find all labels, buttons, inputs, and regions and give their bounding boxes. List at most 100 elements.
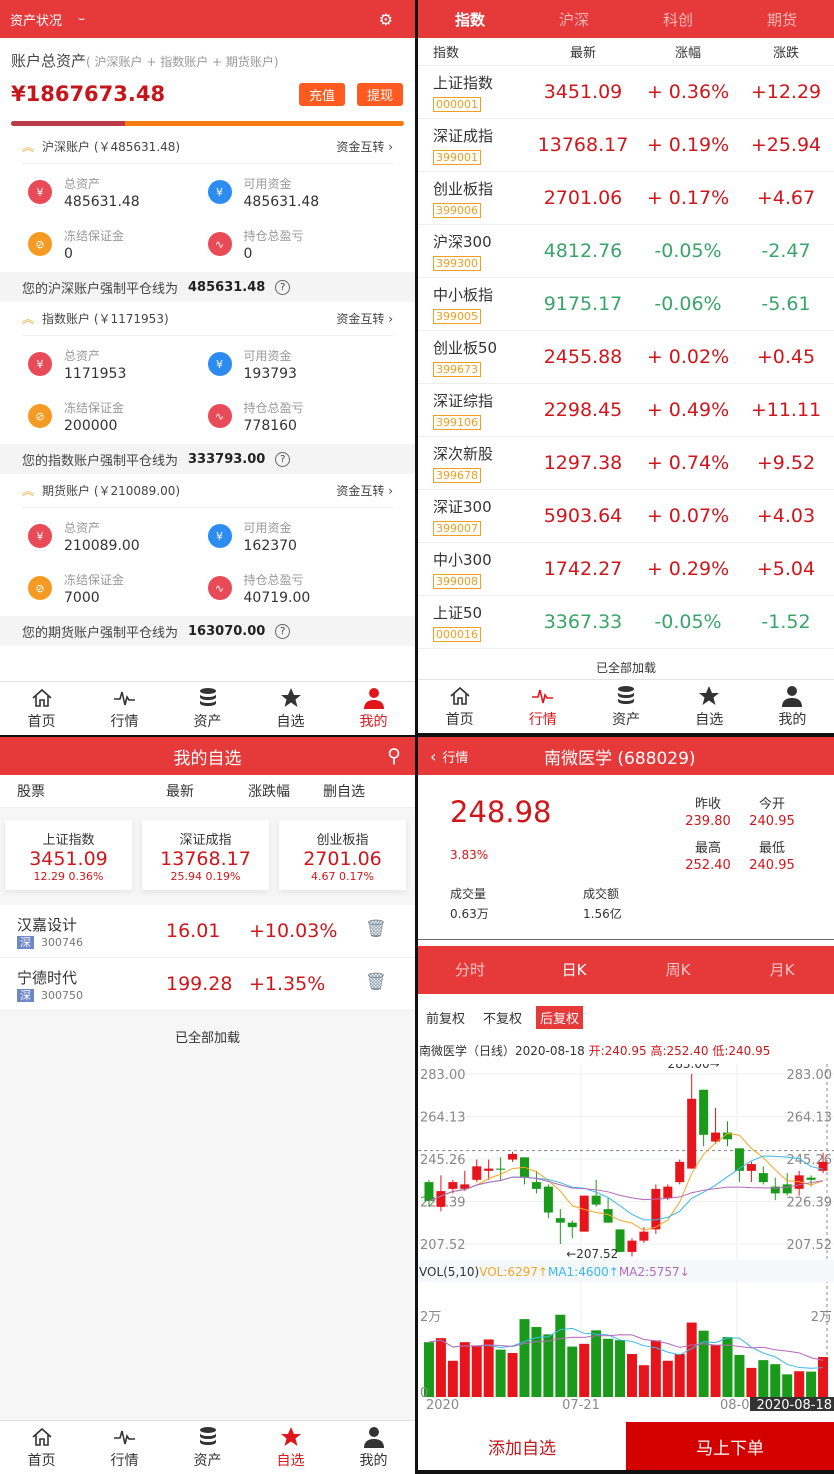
search-icon[interactable]: ⚲: [387, 745, 401, 767]
tab-label: 首页: [27, 714, 56, 730]
column-header[interactable]: 涨幅: [674, 46, 701, 61]
market-tab[interactable]: 指数: [454, 11, 485, 29]
stat-total: ¥ 总资产 1171953: [28, 342, 208, 386]
index-row[interactable]: 沪深300 399300 4812.76 -0.05% -2.47: [418, 225, 834, 278]
index-row[interactable]: 创业板指 399006 2701.06 + 0.17% +4.67: [418, 172, 834, 225]
stat-value: 485631.48: [243, 193, 320, 210]
period-tab[interactable]: 日K: [561, 961, 587, 979]
place-order-button[interactable]: 马上下单: [626, 1422, 834, 1470]
back-button[interactable]: 行情: [442, 750, 469, 766]
stat-pnl: ∿ 持仓总盈亏 40719.00: [207, 566, 388, 610]
y-tick-label: 283.00: [420, 1068, 466, 1083]
help-icon[interactable]: ?: [275, 279, 291, 295]
back-icon[interactable]: ‹: [430, 746, 437, 766]
candle-body: [543, 1186, 553, 1213]
column-header[interactable]: 最新: [166, 784, 194, 800]
tab-label: 我的: [778, 712, 807, 728]
stat-value: 40719.00: [243, 589, 311, 606]
market-tab[interactable]: 科创: [662, 11, 693, 29]
trash-icon[interactable]: 🗑: [365, 919, 387, 939]
index-row[interactable]: 深次新股 399678 1297.38 + 0.74% +9.52: [418, 437, 834, 490]
chevron-up-icon[interactable]: ︽: [22, 484, 35, 498]
transfer-button[interactable]: 资金互转 ›: [336, 310, 393, 327]
recharge-button[interactable]: 充值: [298, 82, 345, 106]
market-tab[interactable]: 沪深: [558, 11, 589, 29]
tab-database[interactable]: 资产: [584, 680, 667, 733]
index-row[interactable]: 上证50 000016 3367.33 -0.05% -1.52: [418, 596, 834, 649]
tab-label: 行情: [110, 1453, 139, 1469]
index-card[interactable]: 深证成指 13768.17 25.94 0.19%: [142, 820, 269, 890]
tab-pulse[interactable]: 行情: [83, 1421, 166, 1474]
tab-pulse[interactable]: 行情: [501, 680, 584, 733]
gear-icon[interactable]: ⚙: [378, 9, 393, 29]
tab-user[interactable]: 我的: [332, 682, 415, 735]
help-icon[interactable]: ?: [275, 623, 291, 639]
market-tab[interactable]: 期货: [766, 11, 797, 29]
chevron-up-icon[interactable]: ︽: [22, 312, 35, 326]
transfer-button[interactable]: 资金互转 ›: [336, 482, 393, 499]
watchlist-row[interactable]: 汉嘉设计 深 300746 16.01 +10.03% 🗑: [0, 905, 415, 958]
index-row[interactable]: 深证成指 399001 13768.17 + 0.19% +25.94: [418, 119, 834, 172]
index-name: 上证指数: [433, 74, 494, 92]
y-tick-label-right: 207.52: [787, 1238, 833, 1253]
period-tab[interactable]: 周K: [665, 961, 691, 979]
force-close-value: 163070.00: [188, 623, 266, 639]
tab-home[interactable]: 首页: [0, 1421, 83, 1474]
adjust-option[interactable]: 后复权: [536, 1005, 584, 1029]
tab-star[interactable]: 自选: [668, 680, 751, 733]
index-row[interactable]: 上证指数 000001 3451.09 + 0.36% +12.29: [418, 66, 834, 119]
stat-frozen: ⊘ 冻结保证金 200000: [28, 394, 208, 438]
period-tab[interactable]: 分时: [454, 961, 485, 979]
column-header[interactable]: 涨跌幅: [248, 784, 290, 800]
tab-user[interactable]: 我的: [751, 680, 834, 733]
index-card[interactable]: 创业板指 2701.06 4.67 0.17%: [279, 820, 406, 890]
index-code: 000016: [433, 627, 481, 642]
index-name: 中小板指: [433, 286, 494, 304]
withdraw-button[interactable]: 提现: [356, 82, 403, 106]
help-icon[interactable]: ?: [275, 451, 291, 467]
candle-body: [699, 1089, 709, 1135]
market-column-header: 指数 最新 涨幅 涨跌: [418, 38, 834, 66]
tab-database[interactable]: 资产: [166, 1421, 249, 1474]
column-header[interactable]: 涨跌: [772, 46, 799, 61]
transfer-button[interactable]: 资金互转 ›: [336, 138, 393, 155]
column-header[interactable]: 最新: [569, 46, 596, 61]
tab-home[interactable]: 首页: [418, 680, 501, 733]
tab-star[interactable]: 自选: [249, 682, 332, 735]
trash-icon[interactable]: 🗑: [365, 972, 387, 992]
tab-home[interactable]: 首页: [0, 682, 83, 735]
adjust-option[interactable]: 前复权: [426, 1011, 466, 1027]
column-header[interactable]: 指数: [433, 46, 460, 61]
chevron-up-icon[interactable]: ︽: [22, 140, 35, 154]
last-price: 248.98: [450, 795, 552, 829]
volume-bar: [770, 1364, 781, 1397]
index-card[interactable]: 上证指数 3451.09 12.29 0.36%: [5, 820, 132, 890]
adjust-option[interactable]: 不复权: [483, 1011, 523, 1027]
stat-label: 冻结保证金: [64, 400, 125, 415]
eye-closed-icon[interactable]: ⌣: [78, 12, 86, 25]
index-row[interactable]: 中小300 399008 1742.27 + 0.29% +5.04: [418, 543, 834, 596]
index-row[interactable]: 创业板50 399673 2455.88 + 0.02% +0.45: [418, 331, 834, 384]
column-header[interactable]: 股票: [17, 784, 45, 800]
index-row[interactable]: 深证综指 399106 2298.45 + 0.49% +11.11: [418, 384, 834, 437]
index-price: 1742.27: [543, 558, 623, 580]
volume-bar: [818, 1357, 829, 1397]
candle-body: [687, 1098, 697, 1169]
index-change-pct: + 0.17%: [646, 187, 730, 209]
index-row[interactable]: 深证300 399007 5903.64 + 0.07% +4.03: [418, 490, 834, 543]
candle-body: [508, 1153, 518, 1160]
stat-value: 485631.48: [64, 193, 140, 210]
period-tab[interactable]: 月K: [769, 961, 795, 979]
tab-star[interactable]: 自选: [249, 1421, 332, 1474]
add-watchlist-button[interactable]: 添加自选: [418, 1422, 626, 1470]
index-row[interactable]: 中小板指 399005 9175.17 -0.06% -5.61: [418, 278, 834, 331]
tab-pulse[interactable]: 行情: [83, 682, 166, 735]
watchlist-row[interactable]: 宁德时代 深 300750 199.28 +1.35% 🗑: [0, 958, 415, 1011]
stat-label: 可用资金: [243, 520, 292, 535]
volume-bar: [734, 1355, 745, 1397]
candle-body: [436, 1191, 446, 1207]
tab-database[interactable]: 资产: [166, 682, 249, 735]
index-change-pct: + 0.29%: [646, 558, 730, 580]
tab-user[interactable]: 我的: [332, 1421, 415, 1474]
